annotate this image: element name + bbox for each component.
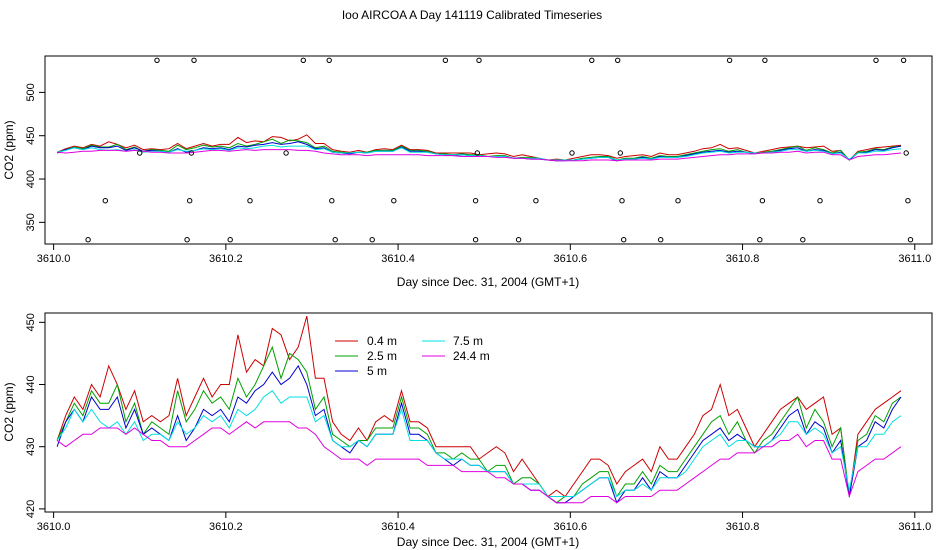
x-tick-label: 3610.0 [37, 253, 71, 265]
raw-point [476, 57, 482, 63]
bottom-series-lines [56, 315, 902, 504]
bottom-x-axis-label: Day since Dec. 31, 2004 (GMT+1) [397, 535, 579, 549]
raw-point [617, 150, 623, 156]
bottom-series-line-7-5mm [56, 389, 902, 498]
x-tick-label: 3610.2 [209, 253, 243, 265]
bottom-y-axis-label: CO2 (ppm) [2, 382, 16, 441]
top-series-line-24-4mm [57, 149, 902, 162]
y-tick-label: 350 [25, 213, 37, 231]
page-title: Ioo AIRCOA A Day 141119 Calibrated Times… [342, 8, 602, 22]
x-tick-label: 3610.4 [381, 521, 415, 533]
raw-point [442, 57, 449, 63]
raw-point [533, 198, 539, 204]
raw-point [615, 57, 621, 63]
raw-point [873, 57, 879, 63]
y-tick-label: 500 [25, 83, 37, 101]
raw-point [472, 198, 479, 204]
raw-point [675, 198, 681, 204]
top-raw-points [85, 57, 914, 243]
x-tick-label: 3611.0 [898, 521, 931, 533]
x-tick-label: 3610.8 [726, 253, 760, 265]
x-tick-label: 3610.0 [37, 521, 71, 533]
raw-point [621, 237, 627, 243]
bottom-series-line-24-4mm [56, 421, 902, 504]
raw-point [326, 57, 332, 63]
y-tick-label: 400 [25, 170, 37, 188]
x-tick-label: 3610.6 [553, 521, 587, 533]
top-series-line-2-5mm [56, 138, 902, 162]
bottom-y-axis: 420 430 440 450 [25, 313, 46, 518]
x-tick-label: 3610.6 [553, 253, 587, 265]
y-tick-label: 440 [25, 375, 37, 393]
raw-point [137, 150, 143, 156]
raw-point [726, 57, 733, 63]
raw-point [474, 150, 480, 156]
raw-point [903, 150, 909, 156]
y-tick-label: 450 [25, 313, 37, 331]
x-tick-label: 3610.8 [726, 521, 760, 533]
raw-point [332, 237, 338, 243]
x-tick-label: 3610.2 [209, 521, 243, 533]
top-y-axis: 350 400 450 500 [25, 83, 46, 232]
top-panel: 3610.0 3610.2 3610.4 3610.6 3610.8 3611.0 350… [2, 55, 933, 289]
raw-point [757, 237, 763, 243]
legend-label-24-4m: 24.4 m [453, 349, 490, 363]
raw-point [589, 57, 595, 63]
raw-point [800, 237, 806, 243]
raw-point [85, 237, 91, 243]
legend-label-7-5m: 7.5 m [453, 334, 483, 348]
y-tick-label: 430 [25, 438, 37, 456]
raw-point [283, 150, 289, 156]
top-series-lines [56, 134, 902, 162]
bottom-x-axis: 3610.0 3610.2 3610.4 3610.6 3610.8 3611.0 [37, 511, 931, 533]
y-tick-label: 450 [25, 127, 37, 145]
raw-point [154, 57, 160, 63]
raw-point [900, 57, 907, 63]
raw-point [907, 237, 914, 243]
legend: 0.4 m 2.5 m 5 m 7.5 m 24.4 m [335, 334, 490, 378]
raw-point [569, 150, 575, 156]
raw-point [515, 237, 522, 243]
raw-point [300, 57, 306, 63]
raw-point [247, 198, 253, 204]
raw-point [905, 198, 911, 204]
raw-point [184, 237, 190, 243]
y-tick-label: 420 [25, 500, 37, 518]
raw-point [369, 237, 375, 243]
raw-point [391, 198, 397, 204]
raw-point [329, 198, 335, 204]
top-y-axis-label: CO2 (ppm) [2, 120, 16, 179]
raw-point [619, 198, 625, 204]
legend-label-0-4m: 0.4 m [367, 334, 397, 348]
raw-point [191, 57, 197, 63]
raw-point [759, 198, 766, 204]
raw-point [762, 57, 768, 63]
raw-point [227, 237, 233, 243]
legend-label-5m: 5 m [367, 364, 387, 378]
x-tick-label: 3610.4 [381, 253, 415, 265]
raw-point [188, 150, 195, 156]
top-x-axis-label: Day since Dec. 31, 2004 (GMT+1) [397, 275, 579, 289]
bottom-panel: 3610.0 3610.2 3610.4 3610.6 3610.8 3611.0 420… [2, 312, 933, 549]
top-x-axis: 3610.0 3610.2 3610.4 3610.6 3610.8 3611.0 [37, 243, 931, 265]
raw-point [472, 237, 479, 243]
legend-label-2-5m: 2.5 m [367, 349, 397, 363]
raw-point [658, 237, 664, 243]
raw-point [187, 198, 193, 204]
x-tick-label: 3611.0 [898, 253, 931, 265]
bottom-series-line-2-5mm [56, 345, 902, 504]
bottom-series-line-5mm [56, 364, 902, 504]
raw-point [102, 198, 109, 204]
raw-point [817, 198, 823, 204]
